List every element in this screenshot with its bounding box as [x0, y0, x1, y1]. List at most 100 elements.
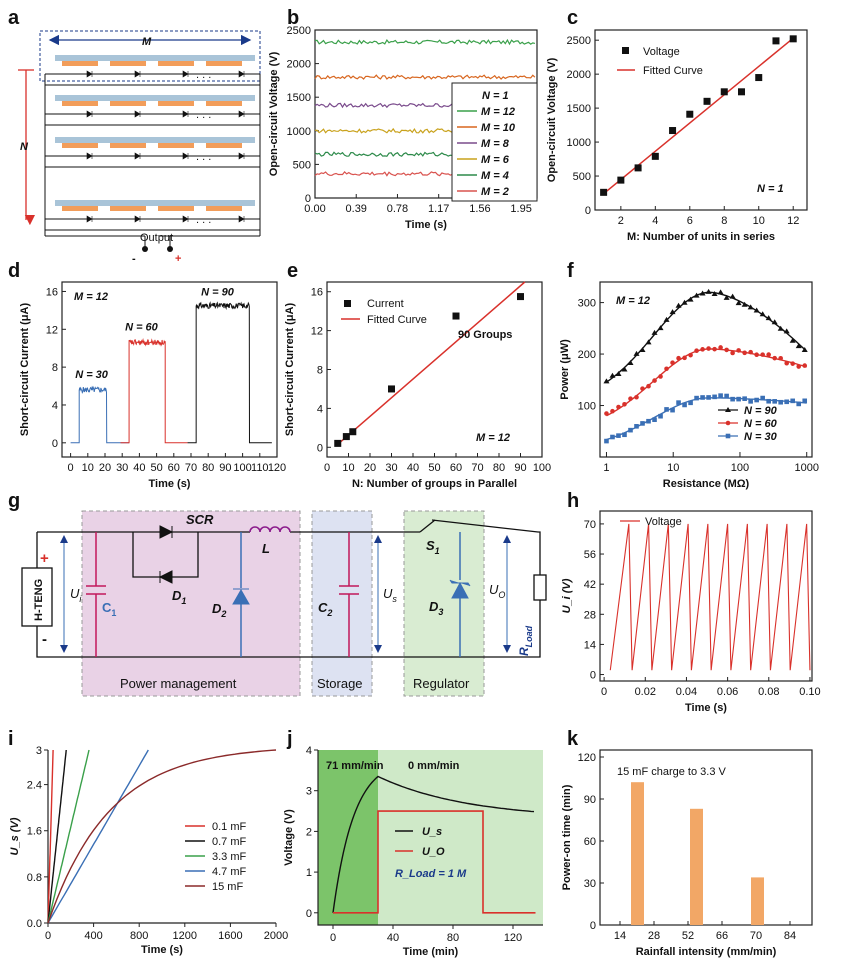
x-tick-label: 0.04	[676, 686, 697, 698]
y-axis-label: Power (μW)	[559, 339, 571, 400]
data-point	[741, 301, 748, 307]
x-tick-label: 1.95	[510, 203, 531, 215]
data-point	[706, 346, 711, 351]
data-point	[742, 396, 747, 401]
data-point	[789, 337, 796, 343]
data-point	[718, 345, 723, 350]
electrode	[158, 143, 194, 148]
data-point	[640, 421, 645, 426]
data-point	[712, 394, 717, 400]
power-management-label: Power management	[120, 676, 237, 691]
output-terminal-plus	[167, 246, 173, 252]
data-point	[723, 294, 730, 300]
data-point	[670, 360, 675, 366]
x-tick-label: 10	[753, 215, 765, 227]
s1-sub: 1	[435, 546, 440, 556]
x-tick-label: 10	[82, 462, 94, 474]
x-tick-label: 120	[504, 932, 522, 944]
data-point	[616, 433, 621, 438]
data-point	[600, 188, 608, 196]
x-tick-label: 30	[385, 462, 397, 474]
x-tick-label: 80	[493, 462, 505, 474]
ui-sub: i	[79, 594, 82, 604]
c1-main: C	[102, 600, 112, 615]
legend-box	[451, 82, 538, 202]
legend-marker	[725, 407, 731, 412]
panel-label-h: h	[567, 490, 579, 512]
data-point	[720, 88, 728, 96]
data-point	[790, 398, 795, 404]
teng-label: H-TENG	[33, 579, 45, 621]
x-tick-label: 1000	[794, 462, 818, 474]
data-point	[604, 438, 609, 444]
y-tick-label: 500	[573, 171, 591, 183]
x-tick-label: 30	[116, 462, 128, 474]
x-tick-label: 110	[251, 462, 269, 474]
regulator-region	[403, 510, 485, 697]
x-axis-label: N: Number of groups in Parallel	[352, 478, 517, 490]
plot-frame	[599, 749, 813, 926]
data-point	[784, 399, 789, 405]
y-tick-label: 14	[584, 639, 596, 651]
y-tick-label: 1	[306, 867, 312, 879]
row-dots: . . .	[196, 109, 211, 121]
uo-label: UO	[489, 582, 505, 600]
panel-g-circuit: Power management Storage Regulator H-TEN…	[21, 510, 547, 697]
x-tick-label: 70	[185, 462, 197, 474]
x-tick-label: 80	[202, 462, 214, 474]
c1-sub: 1	[111, 608, 116, 618]
electrode	[110, 206, 146, 211]
panel-label-k: k	[567, 728, 579, 750]
electrode	[158, 101, 194, 106]
panel-label-i: i	[8, 728, 14, 750]
charge-curve-0	[47, 749, 54, 924]
charge-curve-1	[47, 749, 67, 924]
data-point	[615, 370, 622, 376]
chart-h: 0 0.02 0.04 0.06 0.08 0.10 0 14 28 42 56 70 Time (s)…	[561, 510, 821, 714]
output-plus: +	[175, 253, 181, 265]
data-point	[627, 359, 634, 365]
us-curve	[332, 775, 535, 913]
data-point	[738, 88, 746, 96]
data-point	[772, 355, 777, 361]
legend-item: M = 6	[481, 154, 510, 166]
d3-label: D3	[429, 599, 443, 617]
region-label-idle: 0 mm/min	[408, 760, 460, 772]
legend-item: 0.1 mF	[212, 821, 247, 833]
dielectric-layer	[55, 95, 255, 101]
charge-curve-2	[47, 749, 90, 924]
data-point	[747, 304, 754, 310]
y-axis-label: Open-circuit Voltage (V)	[546, 57, 558, 182]
legend-item: N = 30	[744, 431, 778, 443]
dielectric-layer	[55, 137, 255, 143]
data-point	[760, 352, 765, 357]
current-trace-0	[70, 385, 130, 444]
x-tick-label: 80	[447, 932, 459, 944]
data-point	[669, 127, 677, 135]
data-point	[699, 290, 706, 296]
electrode	[110, 101, 146, 106]
annotation: M = 12	[616, 295, 650, 307]
data-point	[687, 296, 694, 302]
x-tick-label: 90	[514, 462, 526, 474]
scr-symbol	[159, 525, 174, 539]
legend-item: M = 2	[481, 186, 509, 198]
data-point	[639, 347, 646, 353]
fit-line	[603, 37, 794, 195]
x-tick-label: 400	[84, 930, 102, 942]
bar-68	[751, 877, 764, 925]
data-point	[735, 300, 742, 306]
data-point	[790, 361, 795, 366]
y-axis-label: U_i (V)	[561, 578, 573, 613]
capacitor-c2	[339, 532, 359, 657]
data-point	[772, 399, 777, 404]
x-tick-label: 28	[648, 930, 660, 942]
x-axis-label: Resistance (MΩ)	[663, 478, 750, 490]
legend-item: N = 60	[744, 418, 778, 430]
bar-20	[631, 782, 644, 925]
bar-50	[690, 808, 703, 925]
x-tick-label: 10	[342, 462, 354, 474]
data-point	[681, 299, 688, 305]
x-tick-label: 1	[603, 462, 609, 474]
y-tick-label: 0	[305, 193, 311, 205]
